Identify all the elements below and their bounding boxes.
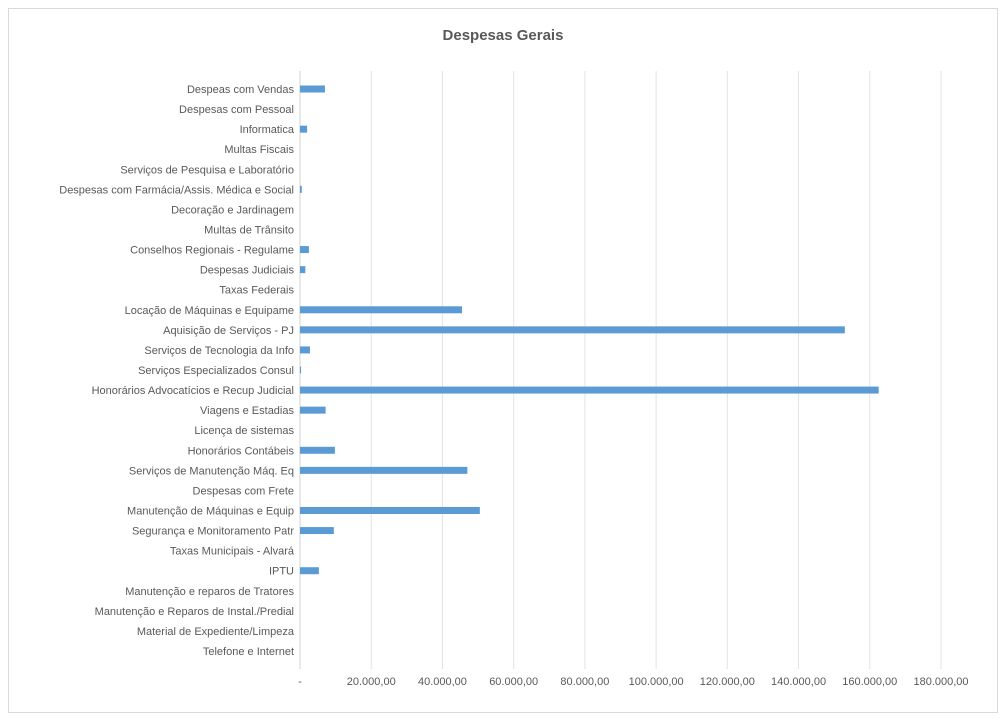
bar — [300, 85, 325, 93]
category-label: Licença de sistemas — [194, 425, 294, 437]
category-label: IPTU — [269, 566, 294, 578]
category-label: Aquisição de Serviços - PJ — [163, 325, 294, 337]
bar — [300, 466, 468, 474]
x-tick-label: 180.000,00 — [913, 676, 968, 688]
x-tick-label: - — [298, 676, 302, 688]
x-tick-label: 100.000,00 — [629, 676, 684, 688]
chart-title: Despesas Gerais — [442, 27, 564, 44]
chart-area: Despesas Gerais - 20.000,00 40.000,00 60.00… — [8, 8, 998, 713]
category-label: Honorários Contábeis — [188, 445, 295, 457]
bar — [300, 246, 309, 254]
x-tick-label: 140.000,00 — [771, 676, 826, 688]
x-tick-label: 120.000,00 — [700, 676, 755, 688]
bar — [300, 306, 463, 314]
category-label: Viagens e Estadias — [200, 405, 294, 417]
bar — [300, 125, 308, 133]
x-tick-label: 20.000,00 — [347, 676, 396, 688]
category-label: Serviços Especializados Consul — [138, 365, 294, 377]
x-tick-label: 60.000,00 — [489, 676, 538, 688]
category-label: Despesas com Frete — [193, 485, 294, 497]
category-label: Manutenção e Reparos de Instal./Predial — [95, 606, 294, 618]
category-label: Taxas Municipais - Alvará — [170, 546, 295, 558]
category-label: Despesas com Pessoal — [179, 104, 294, 116]
category-label: Serviços de Tecnologia da Info — [144, 345, 294, 357]
category-label: Manutenção de Máquinas e Equip — [127, 506, 294, 518]
category-label: Locação de Máquinas e Equipame — [125, 305, 294, 317]
category-label: Informatica — [240, 124, 295, 136]
category-label: Serviços de Manutenção Máq. Eq — [129, 465, 294, 477]
category-label: Multas de Trânsito — [204, 225, 294, 237]
bar — [300, 507, 480, 514]
bar — [300, 266, 306, 274]
bar — [300, 567, 319, 575]
bar — [300, 386, 879, 394]
bar — [300, 366, 302, 374]
bar — [300, 406, 326, 414]
category-label: Telefone e Internet — [203, 646, 294, 658]
category-label: Despesas Judiciais — [200, 265, 295, 277]
category-label: Honorários Advocatícios e Recup Judicial — [92, 385, 294, 397]
x-tick-label: 160.000,00 — [842, 676, 897, 688]
bar-chart: - 20.000,00 40.000,00 60.000,00 80.000,00 100… — [59, 71, 969, 688]
category-label: Material de Expediente/Limpeza — [137, 626, 295, 638]
category-label: Taxas Federais — [219, 285, 294, 297]
bar — [300, 326, 845, 334]
bar — [300, 185, 302, 193]
category-label: Despesas com Farmácia/Assis. Médica e So… — [59, 184, 294, 196]
category-label: Segurança e Monitoramento Patr — [132, 526, 294, 538]
category-label: Conselhos Regionais - Regulame — [130, 245, 294, 257]
category-label: Manutenção e reparos de Tratores — [125, 586, 294, 598]
bar — [300, 527, 334, 535]
category-label: Despeas com Vendas — [187, 84, 295, 96]
category-label: Decoração e Jardinagem — [171, 204, 294, 216]
category-label: Multas Fiscais — [224, 144, 294, 156]
x-tick-label: 40.000,00 — [418, 676, 467, 688]
category-label: Serviços de Pesquisa e Laboratório — [120, 164, 294, 176]
bar — [300, 446, 335, 454]
x-tick-label: 80.000,00 — [560, 676, 609, 688]
bar — [300, 346, 310, 354]
